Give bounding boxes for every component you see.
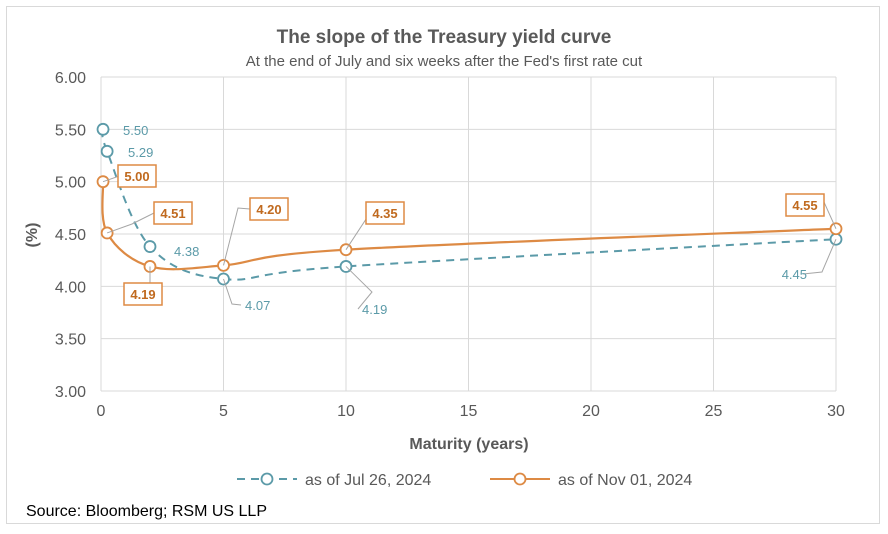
data-label: 4.19 [130, 287, 155, 302]
data-label: 4.55 [792, 198, 817, 213]
legend-label-1: as of Jul 26, 2024 [305, 472, 431, 489]
data-label: 4.19 [362, 302, 387, 317]
chart-subtitle: At the end of July and six weeks after t… [246, 53, 643, 70]
series-line-2 [101, 181, 837, 271]
y-tick-label: 5.00 [55, 175, 86, 192]
data-label: 4.51 [160, 206, 185, 221]
x-tick-label: 0 [97, 403, 106, 420]
legend-label-2: as of Nov 01, 2024 [558, 472, 692, 489]
data-label: 5.50 [123, 123, 148, 138]
y-tick-label: 4.50 [55, 227, 86, 244]
series-layer [96, 122, 843, 286]
data-label-box [249, 197, 289, 221]
source-note: Source: Bloomberg; RSM US LLP [26, 503, 267, 520]
chart-frame [6, 6, 880, 524]
x-tick-label: 5 [219, 403, 228, 420]
x-tick-label: 30 [827, 403, 845, 420]
leader-line [223, 207, 251, 266]
leader-line [802, 239, 837, 275]
data-label: 5.00 [124, 169, 149, 184]
series-1-point [100, 144, 114, 158]
leader-line [106, 212, 155, 234]
data-labels-layer: 5.50 5.29 4.38 4.07 4.19 4.45 5.00 4.51 4.19 4.20… [102, 123, 837, 317]
leader-line [223, 278, 242, 306]
legend-marker-2 [513, 472, 527, 486]
series-line-1 [101, 129, 837, 281]
data-label: 4.07 [245, 298, 270, 313]
y-tick-label: 5.50 [55, 122, 86, 139]
data-label: 4.38 [174, 244, 199, 259]
y-axis-label: (%) [24, 223, 41, 248]
data-label: 4.45 [782, 267, 807, 282]
leader-line [345, 266, 373, 310]
legend-marker-1 [260, 472, 274, 486]
y-tick-label: 6.00 [55, 70, 86, 87]
x-tick-label: 10 [337, 403, 355, 420]
data-label-box [785, 193, 825, 217]
data-label: 4.20 [256, 202, 281, 217]
series-1-point [96, 122, 110, 136]
chart-title: The slope of the Treasury yield curve [277, 27, 612, 48]
data-label: 4.35 [372, 206, 397, 221]
data-label: 5.29 [128, 145, 153, 160]
axes: 3.00 3.50 4.00 4.50 5.00 5.50 6.00 0 5 10 15 20 25 30 [55, 70, 845, 420]
series-1-point [143, 240, 157, 253]
data-label-box [123, 282, 163, 306]
data-label-box [153, 201, 193, 225]
legend: as of Jul 26, 2024 as of Nov 01, 2024 [237, 472, 692, 489]
y-tick-label: 3.50 [55, 332, 86, 349]
x-tick-label: 25 [705, 403, 723, 420]
x-axis-label: Maturity (years) [409, 436, 528, 453]
y-tick-label: 3.00 [55, 384, 86, 401]
y-tick-label: 4.00 [55, 279, 86, 296]
x-tick-label: 20 [582, 403, 600, 420]
data-label-box [117, 164, 157, 188]
x-tick-label: 15 [460, 403, 478, 420]
data-label-box [365, 201, 405, 225]
